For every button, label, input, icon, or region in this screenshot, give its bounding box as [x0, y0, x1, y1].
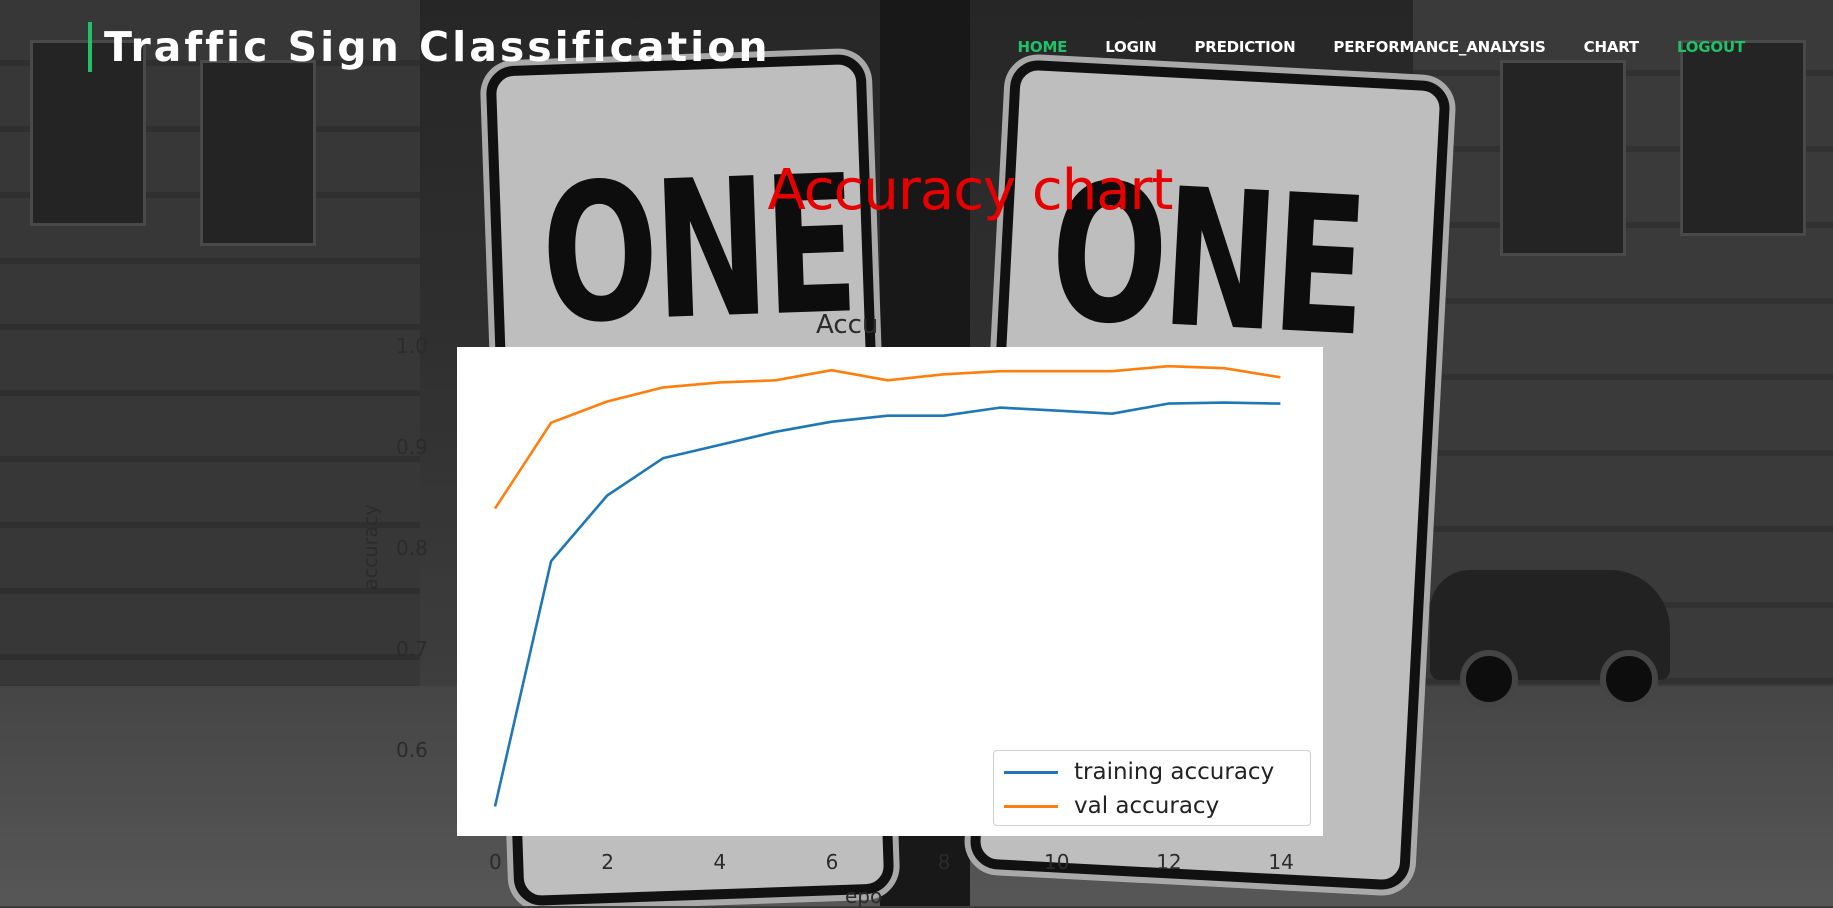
nav-prediction[interactable]: PREDICTION — [1194, 38, 1296, 56]
legend-label-training: training accuracy — [1074, 759, 1275, 785]
x-tick-label: 12 — [1156, 850, 1182, 874]
chart-ghost-xlabel: epo — [845, 884, 883, 908]
building-window — [1680, 40, 1806, 236]
series-line-training-accuracy — [493, 401, 1281, 807]
y-tick-label: 1.0 — [396, 334, 428, 358]
chart-legend: training accuracy val accuracy — [993, 750, 1311, 826]
legend-swatch-training — [1004, 770, 1058, 774]
car-wheel — [1600, 650, 1658, 708]
nav-logout[interactable]: LOGOUT — [1676, 38, 1745, 56]
y-tick-label: 0.9 — [396, 435, 428, 459]
x-tick-label: 8 — [937, 850, 951, 874]
chart-ghost-title: Accu — [816, 310, 879, 340]
legend-swatch-val — [1004, 804, 1058, 808]
nav-login[interactable]: LOGIN — [1105, 38, 1157, 56]
nav-performance-analysis[interactable]: PERFORMANCE_ANALYSIS — [1333, 38, 1546, 56]
x-tick-label: 14 — [1268, 850, 1294, 874]
y-tick-label: 0.7 — [396, 637, 428, 661]
y-tick-label: 0.8 — [396, 536, 428, 560]
accuracy-chart-plot — [493, 364, 1281, 807]
x-tick-label: 10 — [1044, 850, 1070, 874]
brand-accent-bar — [88, 22, 92, 72]
x-tick-label: 4 — [713, 850, 727, 874]
brand-title: Traffic Sign Classification — [104, 23, 771, 71]
y-tick-label: 0.6 — [396, 738, 428, 762]
x-tick-label: 2 — [601, 850, 614, 874]
building-window — [200, 60, 316, 246]
brand[interactable]: Traffic Sign Classification — [88, 22, 771, 72]
page-title: Accuracy chart — [767, 158, 1173, 223]
legend-label-val: val accuracy — [1074, 793, 1220, 819]
legend-entry-training: training accuracy — [1004, 759, 1274, 785]
accuracy-chart: training accuracy val accuracy — [457, 347, 1323, 836]
nav-home[interactable]: HOME — [1017, 38, 1068, 56]
chart-ghost-ylabel: accuracy — [360, 504, 382, 590]
nav-chart[interactable]: CHART — [1583, 38, 1639, 56]
building-window — [1500, 60, 1626, 256]
car-wheel — [1460, 650, 1518, 708]
x-tick-label: 6 — [825, 850, 839, 874]
legend-entry-val: val accuracy — [1004, 793, 1219, 819]
main-nav: HOME LOGIN PREDICTION PERFORMANCE_ANALYS… — [1017, 38, 1746, 56]
series-line-val-accuracy — [493, 364, 1281, 510]
x-tick-label: 0 — [489, 850, 502, 874]
